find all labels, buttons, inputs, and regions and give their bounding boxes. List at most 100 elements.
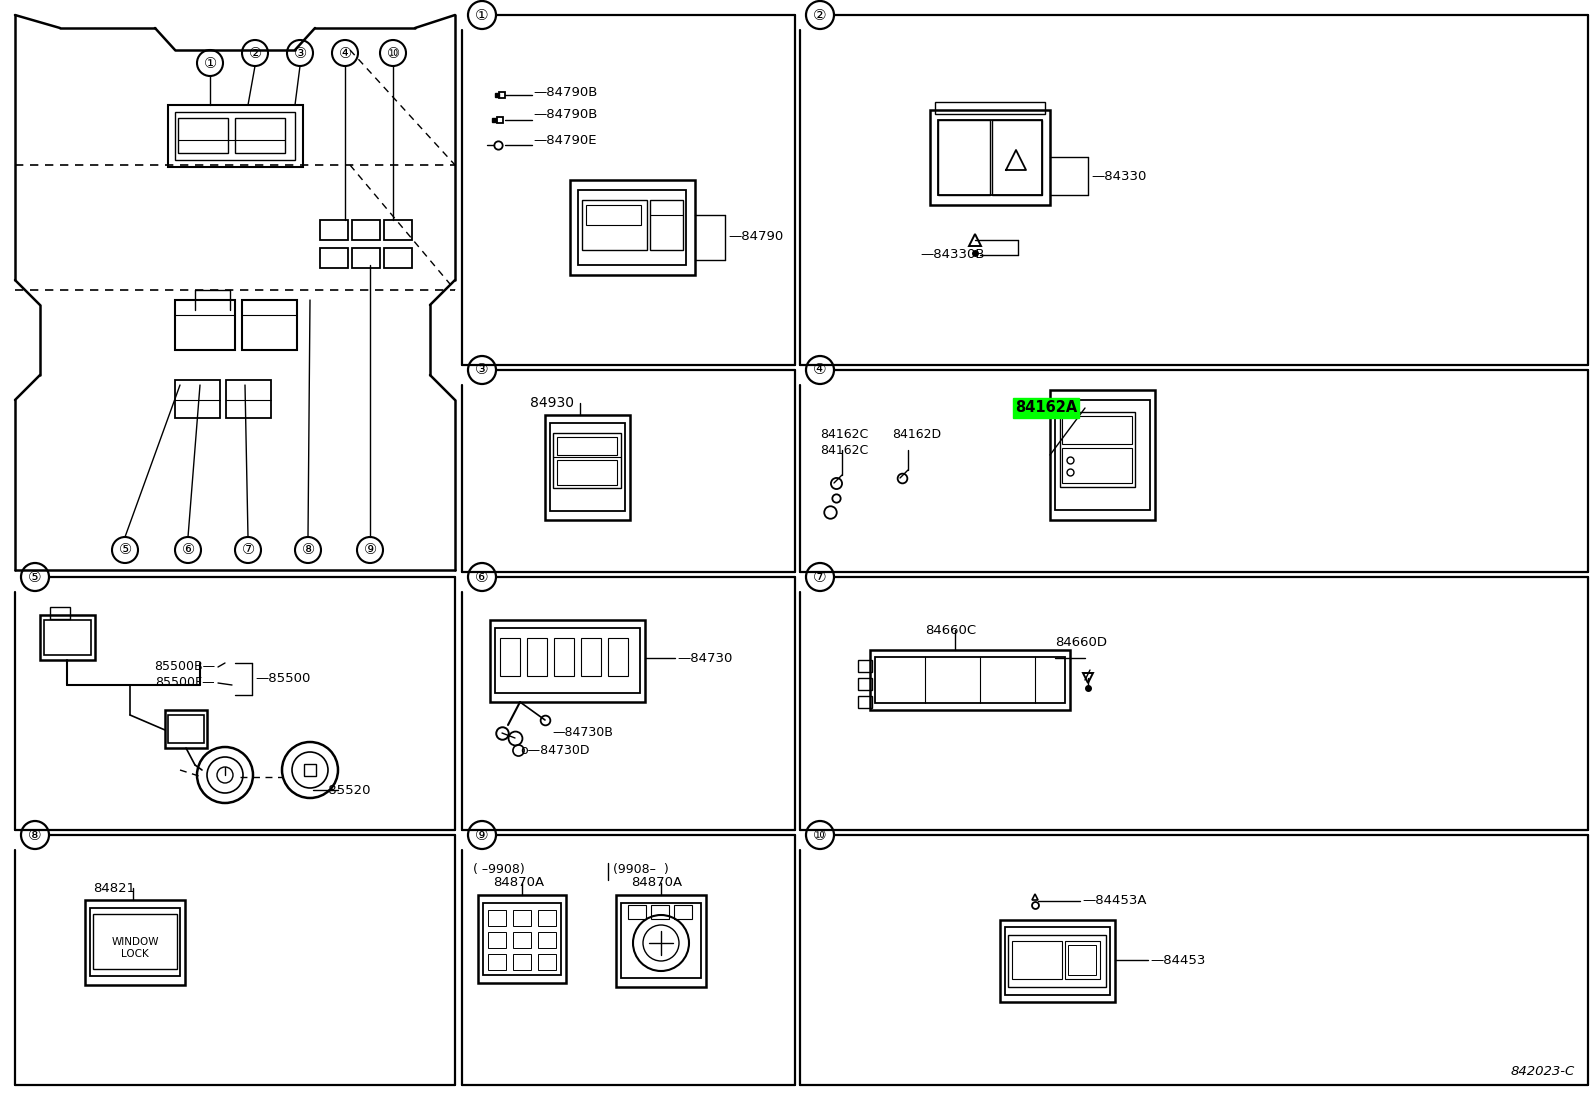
Text: ④: ④: [814, 363, 826, 377]
Bar: [166, 710, 207, 748]
Text: ⑧: ⑧: [29, 828, 41, 843]
Text: —84453: —84453: [1149, 954, 1205, 966]
Bar: [384, 248, 412, 268]
Text: ⑩: ⑩: [814, 828, 826, 843]
Bar: [616, 895, 705, 987]
Text: ②: ②: [248, 45, 261, 60]
Bar: [49, 607, 70, 619]
Bar: [554, 639, 575, 676]
Bar: [858, 660, 872, 671]
Text: —84330: —84330: [1091, 169, 1146, 182]
Text: 84162C: 84162C: [820, 444, 868, 456]
Text: ③: ③: [293, 45, 307, 60]
Bar: [92, 914, 177, 969]
Text: ④: ④: [339, 45, 352, 60]
Bar: [549, 423, 626, 511]
Bar: [91, 908, 180, 976]
Bar: [489, 910, 506, 926]
Bar: [236, 118, 285, 153]
Text: ⑤: ⑤: [29, 569, 41, 585]
Bar: [45, 620, 91, 655]
Text: ⑨: ⑨: [474, 828, 489, 843]
Text: ①: ①: [474, 8, 489, 22]
Text: 84870A: 84870A: [494, 877, 544, 889]
Bar: [557, 460, 618, 485]
Bar: [538, 954, 556, 970]
Bar: [538, 932, 556, 948]
Bar: [495, 628, 640, 693]
Text: —85520: —85520: [315, 784, 371, 797]
Text: 84660C: 84660C: [925, 623, 976, 636]
Bar: [1060, 412, 1135, 487]
Bar: [1000, 920, 1114, 1002]
Bar: [226, 380, 271, 418]
Bar: [650, 200, 683, 249]
Bar: [178, 118, 228, 153]
Bar: [538, 910, 556, 926]
Text: (9908–  ): (9908– ): [613, 864, 669, 877]
Bar: [84, 900, 185, 985]
Text: o—84730D: o—84730D: [521, 744, 589, 756]
Bar: [876, 657, 1065, 703]
Text: 84930: 84930: [530, 396, 575, 410]
Bar: [1065, 941, 1100, 979]
Text: —84790B: —84790B: [533, 87, 597, 100]
Text: ⑤: ⑤: [118, 543, 132, 557]
Text: 84821: 84821: [92, 881, 135, 895]
Bar: [175, 380, 220, 418]
Text: LOCK: LOCK: [121, 950, 150, 959]
Bar: [478, 895, 567, 983]
Bar: [169, 715, 204, 743]
Bar: [500, 639, 521, 676]
Bar: [552, 433, 621, 488]
Bar: [175, 300, 236, 349]
Bar: [1062, 448, 1132, 482]
Text: 84162D: 84162D: [892, 429, 941, 442]
Bar: [489, 932, 506, 948]
Bar: [169, 106, 302, 167]
Text: ⑦: ⑦: [242, 543, 255, 557]
Bar: [570, 180, 696, 275]
Text: 84162A: 84162A: [1016, 400, 1078, 415]
Text: —84790E: —84790E: [533, 133, 597, 146]
Bar: [651, 904, 669, 919]
Bar: [1062, 417, 1132, 444]
Bar: [527, 639, 548, 676]
Text: ⑩: ⑩: [387, 45, 400, 60]
Bar: [608, 639, 627, 676]
Bar: [489, 954, 506, 970]
Text: —84730B: —84730B: [552, 725, 613, 739]
Bar: [40, 615, 96, 660]
Text: —84453A: —84453A: [1083, 895, 1146, 908]
Text: 84870A: 84870A: [630, 877, 681, 889]
Text: —84330B: —84330B: [920, 248, 984, 262]
Bar: [242, 300, 298, 349]
Bar: [1005, 926, 1110, 995]
Bar: [490, 620, 645, 702]
Bar: [1055, 400, 1149, 510]
Text: 842023-C: 842023-C: [1511, 1065, 1574, 1078]
Text: ⑧: ⑧: [301, 543, 315, 557]
Text: ③: ③: [474, 363, 489, 377]
Bar: [1068, 945, 1095, 975]
Text: ①: ①: [204, 56, 217, 70]
Bar: [621, 903, 700, 978]
Bar: [557, 437, 618, 455]
Bar: [544, 415, 630, 520]
Bar: [581, 639, 602, 676]
Text: ( –9908): ( –9908): [473, 864, 525, 877]
Bar: [938, 120, 1043, 195]
Text: ⑥: ⑥: [474, 569, 489, 585]
Text: ⑨: ⑨: [363, 543, 377, 557]
Bar: [1008, 935, 1106, 987]
Text: —84790B: —84790B: [533, 109, 597, 122]
Bar: [858, 696, 872, 708]
Bar: [992, 120, 1043, 195]
Text: 84660D: 84660D: [1055, 635, 1106, 648]
Bar: [320, 220, 349, 240]
Text: ②: ②: [814, 8, 826, 22]
Text: 85500F—: 85500F—: [156, 677, 215, 689]
Bar: [935, 102, 1044, 114]
Bar: [1013, 941, 1062, 979]
Bar: [352, 220, 380, 240]
